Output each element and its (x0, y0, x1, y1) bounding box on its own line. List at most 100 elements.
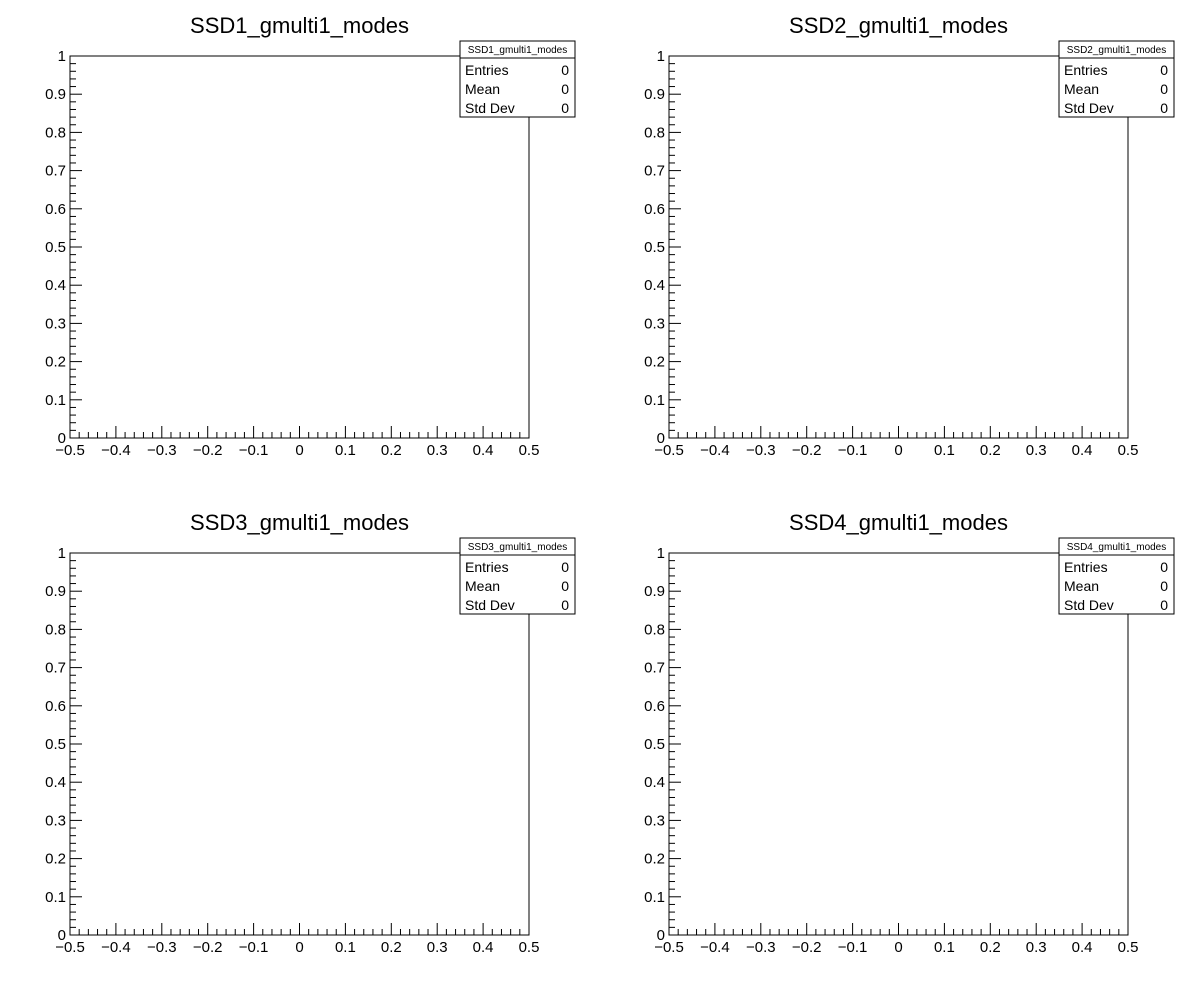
stats-label: Mean (1064, 578, 1099, 594)
y-tick-label: 0 (657, 927, 665, 944)
stats-value: 0 (561, 597, 569, 613)
x-tick-label: 0.3 (1026, 939, 1047, 956)
y-tick-label: 0.8 (644, 621, 665, 638)
stats-value: 0 (561, 578, 569, 594)
x-tick-label: 0 (894, 442, 902, 459)
stats-label: Std Dev (1064, 100, 1114, 116)
stats-label: Mean (465, 578, 500, 594)
y-tick-label: 1 (58, 48, 66, 65)
stats-box: SSD4_gmulti1_modes Entries 0 Mean 0 Std Dev 0 (1058, 537, 1175, 615)
y-tick-label: 0.8 (45, 124, 66, 141)
x-tick-label: 0.5 (519, 939, 540, 956)
stats-box: SSD1_gmulti1_modes Entries 0 Mean 0 Std Dev 0 (459, 40, 576, 118)
y-tick-label: 0.2 (45, 354, 66, 371)
stats-box-frame (459, 537, 576, 615)
y-tick-label: 0.2 (644, 851, 665, 868)
histogram-pad-4: SSD4_gmulti1_modes −0.5 −0.4 −0.3 −0.2 −0.1 0 0… (644, 510, 1175, 956)
x-tick-label: 0.4 (1072, 939, 1093, 956)
stats-box-frame (459, 40, 576, 118)
y-tick-label: 0.5 (644, 736, 665, 753)
y-tick-label: 0.7 (644, 163, 665, 180)
x-tick-label: −0.3 (147, 442, 177, 459)
y-tick-label: 0.9 (45, 86, 66, 103)
stats-box-name: SSD1_gmulti1_modes (468, 45, 568, 56)
x-tick-label: 0.2 (381, 442, 402, 459)
y-tick-label: 0.8 (45, 621, 66, 638)
x-tick-label: 0.3 (1026, 442, 1047, 459)
x-tick-label: 0.4 (473, 939, 494, 956)
x-tick-label: −0.5 (654, 939, 684, 956)
y-tick-label: 0 (58, 927, 66, 944)
stats-value: 0 (561, 100, 569, 116)
y-tick-label: 1 (657, 545, 665, 562)
y-tick-label: 0.1 (45, 889, 66, 906)
x-tick-label: 0.2 (980, 939, 1001, 956)
y-tick-label: 0.5 (644, 239, 665, 256)
stats-value: 0 (1160, 100, 1168, 116)
stats-label: Entries (465, 559, 509, 575)
pad-title: SSD3_gmulti1_modes (190, 510, 409, 535)
x-tick-label: −0.1 (239, 442, 269, 459)
x-tick-label: −0.2 (193, 442, 223, 459)
x-tick-label: −0.2 (792, 939, 822, 956)
y-tick-label: 0 (58, 430, 66, 447)
stats-box-name: SSD2_gmulti1_modes (1067, 45, 1167, 56)
x-tick-label: −0.5 (55, 442, 85, 459)
x-tick-label: −0.5 (55, 939, 85, 956)
histogram-pad-1: SSD1_gmulti1_modes −0.5 −0.4 −0.3 −0.2 −0.1 0 0… (45, 13, 576, 459)
stats-box: SSD2_gmulti1_modes Entries 0 Mean 0 Std Dev 0 (1058, 40, 1175, 118)
y-tick-label: 0.7 (644, 660, 665, 677)
histogram-pad-3: SSD3_gmulti1_modes −0.5 −0.4 −0.3 −0.2 −0.1 0 0… (45, 510, 576, 956)
x-tick-label: 0.1 (934, 939, 955, 956)
y-tick-label: 0.4 (644, 774, 665, 791)
stats-value: 0 (1160, 597, 1168, 613)
y-tick-label: 0 (657, 430, 665, 447)
x-tick-label: 0.3 (427, 442, 448, 459)
y-tick-label: 0.3 (644, 315, 665, 332)
y-tick-label: 0.7 (45, 163, 66, 180)
y-tick-label: 0.3 (644, 812, 665, 829)
histogram-pad-2: SSD2_gmulti1_modes −0.5 −0.4 −0.3 −0.2 −0.1 0 0… (644, 13, 1175, 459)
y-tick-label: 0.4 (45, 277, 66, 294)
pad-title: SSD4_gmulti1_modes (789, 510, 1008, 535)
stats-box-name: SSD3_gmulti1_modes (468, 542, 568, 553)
stats-label: Entries (1064, 559, 1108, 575)
pad-title: SSD2_gmulti1_modes (789, 13, 1008, 38)
y-tick-label: 0.7 (45, 660, 66, 677)
x-tick-label: −0.4 (101, 442, 131, 459)
y-tick-label: 0.6 (45, 698, 66, 715)
x-tick-label: −0.3 (746, 442, 776, 459)
stats-label: Std Dev (1064, 597, 1114, 613)
y-tick-label: 0.3 (45, 315, 66, 332)
x-tick-label: 0.5 (1118, 939, 1139, 956)
y-tick-label: 0.1 (45, 392, 66, 409)
x-tick-label: 0 (295, 442, 303, 459)
y-tick-label: 0.1 (644, 392, 665, 409)
y-tick-label: 0.4 (45, 774, 66, 791)
y-tick-label: 0.9 (45, 583, 66, 600)
x-tick-label: −0.3 (746, 939, 776, 956)
y-tick-label: 0.6 (644, 201, 665, 218)
y-tick-label: 0.5 (45, 239, 66, 256)
x-tick-label: −0.5 (654, 442, 684, 459)
x-tick-label: 0.2 (980, 442, 1001, 459)
y-tick-label: 0.6 (644, 698, 665, 715)
y-tick-label: 0.2 (45, 851, 66, 868)
stats-value: 0 (1160, 578, 1168, 594)
stats-label: Entries (465, 62, 509, 78)
x-tick-label: −0.2 (792, 442, 822, 459)
stats-label: Std Dev (465, 597, 515, 613)
x-tick-label: −0.4 (700, 939, 730, 956)
y-tick-label: 0.6 (45, 201, 66, 218)
x-tick-label: −0.1 (838, 442, 868, 459)
stats-value: 0 (1160, 559, 1168, 575)
stats-box-name: SSD4_gmulti1_modes (1067, 542, 1167, 553)
stats-box: SSD3_gmulti1_modes Entries 0 Mean 0 Std Dev 0 (459, 537, 576, 615)
stats-value: 0 (1160, 62, 1168, 78)
x-tick-label: 0 (894, 939, 902, 956)
pad-title: SSD1_gmulti1_modes (190, 13, 409, 38)
stats-label: Mean (1064, 81, 1099, 97)
stats-label: Entries (1064, 62, 1108, 78)
x-tick-label: −0.1 (838, 939, 868, 956)
stats-box-frame (1058, 537, 1175, 615)
